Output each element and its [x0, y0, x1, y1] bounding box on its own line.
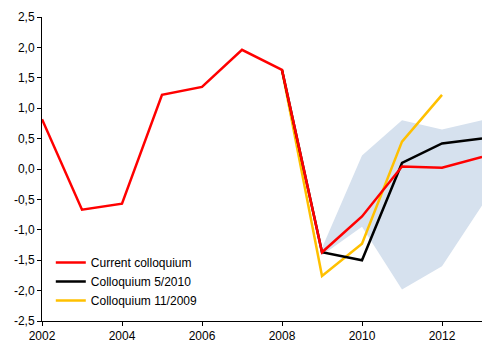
svg-text:-2,0: -2,0	[14, 284, 35, 298]
svg-text:2012: 2012	[429, 329, 456, 343]
svg-text:2008: 2008	[269, 329, 296, 343]
svg-text:2006: 2006	[189, 329, 216, 343]
svg-text:2,5: 2,5	[18, 10, 35, 24]
svg-text:-1,5: -1,5	[14, 253, 35, 267]
svg-text:-1,0: -1,0	[14, 223, 35, 237]
svg-text:2004: 2004	[109, 329, 136, 343]
svg-text:2,0: 2,0	[18, 41, 35, 55]
svg-text:0,0: 0,0	[18, 162, 35, 176]
svg-text:0,5: 0,5	[18, 132, 35, 146]
svg-text:-2,5: -2,5	[14, 314, 35, 328]
svg-text:Colloquium 11/2009: Colloquium 11/2009	[91, 294, 197, 308]
svg-text:1,0: 1,0	[18, 101, 35, 115]
svg-text:-0,5: -0,5	[14, 193, 35, 207]
svg-text:2002: 2002	[29, 329, 56, 343]
svg-text:2010: 2010	[349, 329, 376, 343]
svg-text:Current colloquium: Current colloquium	[91, 256, 192, 270]
svg-text:Colloquium 5/2010: Colloquium 5/2010	[91, 275, 191, 289]
svg-text:1,5: 1,5	[18, 71, 35, 85]
